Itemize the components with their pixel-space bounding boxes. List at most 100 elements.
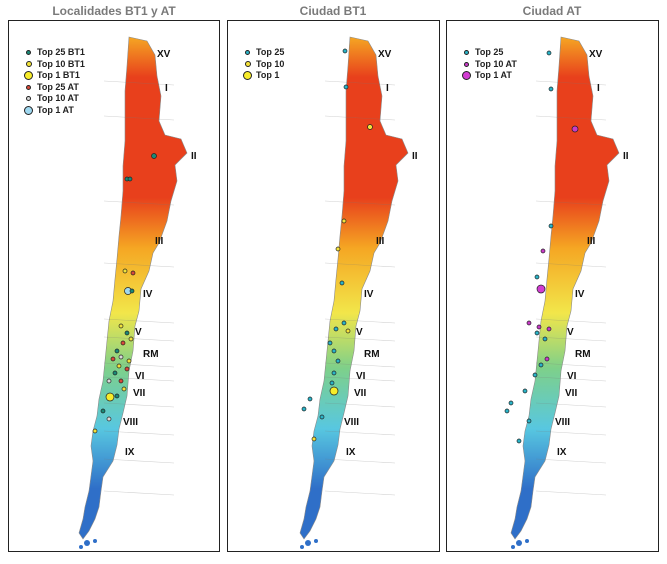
region-boundary: [324, 458, 396, 464]
location-marker: [129, 288, 135, 294]
region-boundary: [103, 318, 175, 324]
island: [84, 540, 90, 546]
location-marker: [106, 416, 112, 422]
region-label-i: I: [597, 83, 600, 94]
location-marker: [92, 428, 98, 434]
location-marker: [333, 326, 339, 332]
region-label-rm: RM: [143, 349, 159, 360]
region-boundary: [103, 262, 175, 268]
location-marker: [331, 370, 337, 376]
region-boundary: [103, 200, 175, 206]
region-label-vi: VI: [135, 371, 145, 382]
region-label-viii: VIII: [123, 417, 139, 428]
location-marker: [546, 326, 552, 332]
legend-marker: [26, 50, 31, 56]
location-marker: [118, 323, 124, 329]
region-boundary: [103, 336, 175, 342]
panel-title-ciudad-bt1: Ciudad BT1: [299, 4, 367, 18]
legend-item: Top 25: [242, 47, 284, 59]
chile-map: [78, 36, 188, 549]
island: [511, 545, 515, 549]
region-label-rm: RM: [575, 349, 591, 360]
location-marker: [329, 380, 335, 386]
region-label-iv: IV: [575, 289, 585, 300]
region-boundary: [324, 200, 396, 206]
region-boundary: [324, 490, 396, 496]
legend-marker: [462, 71, 471, 81]
legend: Top 25 Top 10 Top 1: [242, 47, 284, 82]
location-marker: [301, 406, 307, 412]
legend-marker: [464, 50, 469, 56]
region-label-vi: VI: [567, 371, 577, 382]
legend-marker: [245, 50, 250, 56]
legend-marker: [24, 71, 33, 81]
legend-item: Top 1: [242, 70, 284, 82]
panel-title-localidades: Localidades BT1 y AT: [52, 4, 176, 18]
region-label-ii: II: [191, 151, 197, 162]
location-marker: [548, 223, 554, 229]
location-marker: [526, 418, 532, 424]
region-label-rm: RM: [364, 349, 380, 360]
legend-item: Top 25 BT1: [23, 47, 85, 59]
location-marker: [116, 363, 122, 369]
location-marker: [331, 348, 337, 354]
region-boundary: [103, 115, 175, 121]
region-boundary: [535, 262, 607, 268]
location-marker: [114, 348, 120, 354]
location-marker: [124, 330, 130, 336]
region-label-ix: IX: [557, 447, 567, 458]
location-marker: [118, 354, 124, 360]
region-boundary: [103, 80, 175, 86]
legend: Top 25 Top 10 AT Top 1 AT: [461, 47, 517, 82]
location-marker: [121, 386, 127, 392]
location-marker: [124, 366, 130, 372]
region-boundary: [324, 262, 396, 268]
region-label-vii: VII: [133, 388, 146, 399]
legend-item: Top 10: [242, 59, 284, 71]
region-boundary: [324, 318, 396, 324]
region-label-iii: III: [155, 236, 164, 247]
region-boundary: [324, 80, 396, 86]
region-label-ix: IX: [346, 447, 356, 458]
region-boundary: [324, 402, 396, 408]
region-label-vi: VI: [356, 371, 366, 382]
region-boundary: [535, 80, 607, 86]
region-label-i: I: [386, 83, 389, 94]
legend-item: Top 1 AT: [23, 105, 85, 117]
region-label-v: V: [356, 327, 363, 338]
location-marker: [508, 400, 514, 406]
location-marker: [538, 362, 544, 368]
legend-marker: [243, 71, 252, 81]
region-boundary: [103, 458, 175, 464]
region-boundary: [535, 490, 607, 496]
region-boundary: [103, 490, 175, 496]
location-marker: [112, 370, 118, 376]
region-label-xv: XV: [378, 49, 392, 60]
location-marker: [118, 378, 124, 384]
location-marker: [571, 125, 579, 133]
location-marker: [335, 246, 341, 252]
region-boundary: [535, 200, 607, 206]
region-label-xv: XV: [589, 49, 603, 60]
location-marker: [307, 396, 313, 402]
location-marker: [546, 50, 552, 56]
location-marker: [335, 358, 341, 364]
location-marker: [128, 336, 134, 342]
island: [516, 540, 522, 546]
region-label-iii: III: [587, 236, 596, 247]
location-marker: [341, 320, 347, 326]
location-marker: [127, 176, 133, 182]
location-marker: [105, 392, 115, 402]
panel-title-ciudad-at: Ciudad AT: [522, 4, 582, 18]
map-panel-ciudad-bt1: Top 25 Top 10 Top 1 XV I II III IV V RM VI VII VI…: [227, 20, 440, 552]
location-marker: [120, 340, 126, 346]
legend-item: Top 1 BT1: [23, 70, 85, 82]
legend-item: Top 10 BT1: [23, 59, 85, 71]
island: [305, 540, 311, 546]
region-label-iv: IV: [143, 289, 153, 300]
location-marker: [339, 280, 345, 286]
island: [93, 539, 97, 543]
location-marker: [522, 388, 528, 394]
location-marker: [544, 356, 550, 362]
chile-land: [510, 36, 620, 540]
